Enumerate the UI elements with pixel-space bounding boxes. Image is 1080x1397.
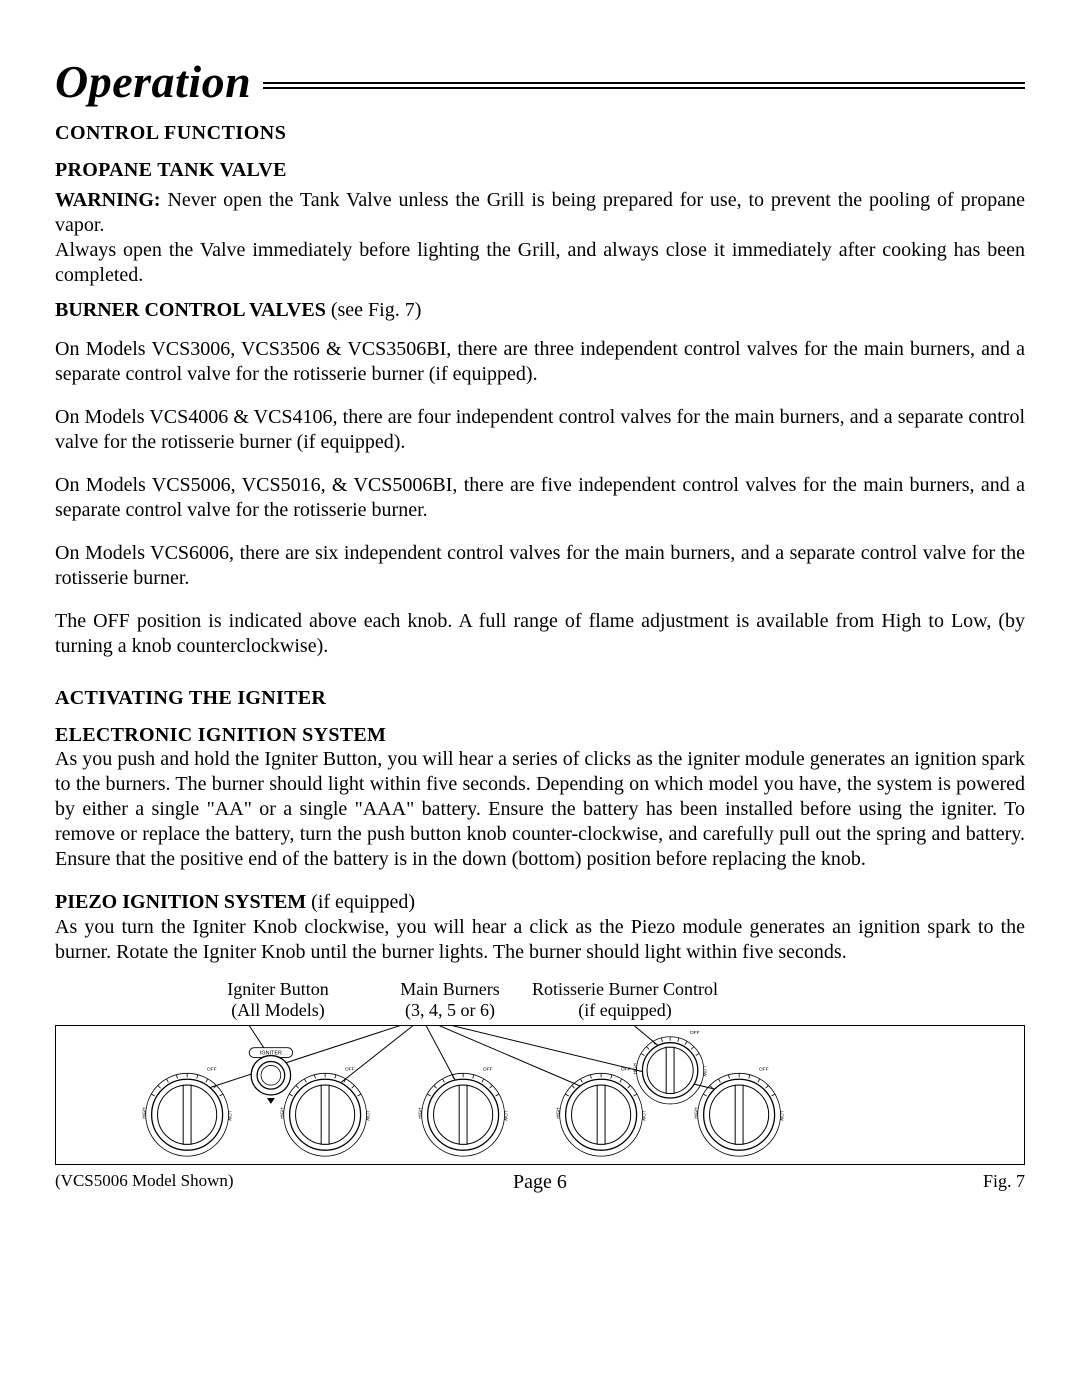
heading-propane-tank-valve: PROPANE TANK VALVE [55,159,1025,182]
svg-text:OFF: OFF [345,1066,355,1072]
svg-text:LOW: LOW [228,1111,233,1122]
page-title: Operation [55,55,263,108]
title-rule-icon [263,82,1025,89]
heading-electronic-ignition: ELECTRONIC IGNITION SYSTEM [55,724,1025,747]
paragraph-models-4: On Models VCS4006 & VCS4106, there are f… [55,405,1025,455]
svg-text:LOW: LOW [642,1111,647,1122]
panel-svg-icon: IGNITEROFFHIGHLOWOFFHIGHLOWOFFHIGHLOWOFF… [56,1026,1024,1164]
paragraph-models-5: On Models VCS5006, VCS5016, & VCS5006BI,… [55,473,1025,523]
svg-text:LOW: LOW [366,1111,371,1122]
warning-label: WARNING: [55,189,161,211]
heading-activating-igniter: ACTIVATING THE IGNITER [55,687,1025,710]
svg-text:LOW: LOW [780,1111,785,1122]
svg-text:HIGH: HIGH [418,1108,423,1119]
svg-text:HIGH: HIGH [556,1108,561,1119]
paragraph-models-6: On Models VCS6006, there are six indepen… [55,541,1025,591]
svg-text:LOW: LOW [703,1066,708,1077]
label-igniter-button: Igniter Button (All Models) [188,979,368,1020]
model-shown-label: (VCS5006 Model Shown) [55,1171,234,1192]
svg-text:OFF: OFF [483,1066,493,1072]
piezo-suffix: (if equipped) [306,891,415,913]
svg-text:OFF: OFF [207,1066,217,1072]
svg-text:OFF: OFF [759,1066,769,1072]
burner-valves-heading: BURNER CONTROL VALVES (see Fig. 7) [55,298,1025,323]
svg-text:HIGH: HIGH [633,1063,638,1074]
warning-paragraph: WARNING: Never open the Tank Valve unles… [55,188,1025,288]
svg-text:HIGH: HIGH [280,1108,285,1119]
svg-text:LOW: LOW [504,1111,509,1122]
burner-valves-suffix: (see Fig. 7) [326,299,422,321]
piezo-heading-line: PIEZO IGNITION SYSTEM (if equipped) [55,890,1025,915]
svg-text:OFF: OFF [690,1030,700,1036]
control-panel-diagram: IGNITEROFFHIGHLOWOFFHIGHLOWOFFHIGHLOWOFF… [55,1025,1025,1165]
warning-text: Never open the Tank Valve unless the Gri… [55,189,1025,236]
heading-piezo-ignition: PIEZO IGNITION SYSTEM [55,891,306,913]
figure-number: Fig. 7 [983,1171,1025,1192]
svg-text:HIGH: HIGH [694,1108,699,1119]
heading-control-functions: CONTROL FUNCTIONS [55,122,1025,145]
piezo-section: PIEZO IGNITION SYSTEM (if equipped) As y… [55,890,1025,965]
figure-labels: Igniter Button (All Models) Main Burners… [55,979,1025,1023]
piezo-text: As you turn the Igniter Knob clockwise, … [55,915,1025,965]
page-title-row: Operation [55,55,1025,108]
figure-7: Igniter Button (All Models) Main Burners… [55,979,1025,1192]
warning-text-2: Always open the Valve immediately before… [55,239,1025,286]
page-number: Page 6 [513,1171,567,1194]
electronic-section: ELECTRONIC IGNITION SYSTEM As you push a… [55,724,1025,872]
figure-footer: (VCS5006 Model Shown) Page 6 Fig. 7 [55,1171,1025,1192]
svg-text:OFF: OFF [621,1066,631,1072]
electronic-text: As you push and hold the Igniter Button,… [55,747,1025,872]
paragraph-models-3: On Models VCS3006, VCS3506 & VCS3506BI, … [55,337,1025,387]
burner-valves-label: BURNER CONTROL VALVES [55,299,326,321]
svg-text:HIGH: HIGH [142,1108,147,1119]
paragraph-off-position: The OFF position is indicated above each… [55,609,1025,659]
label-rotisserie: Rotisserie Burner Control (if equipped) [495,979,755,1020]
